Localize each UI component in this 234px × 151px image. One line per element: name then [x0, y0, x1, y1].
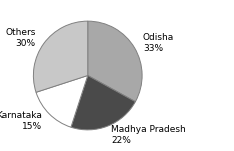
Wedge shape	[36, 76, 88, 127]
Text: Odisha
33%: Odisha 33%	[143, 33, 174, 53]
Wedge shape	[88, 21, 142, 102]
Wedge shape	[71, 76, 135, 130]
Text: Others
30%: Others 30%	[5, 28, 36, 48]
Wedge shape	[33, 21, 88, 92]
Text: Madhya Pradesh
22%: Madhya Pradesh 22%	[111, 125, 186, 145]
Text: Karnataka
15%: Karnataka 15%	[0, 111, 42, 131]
